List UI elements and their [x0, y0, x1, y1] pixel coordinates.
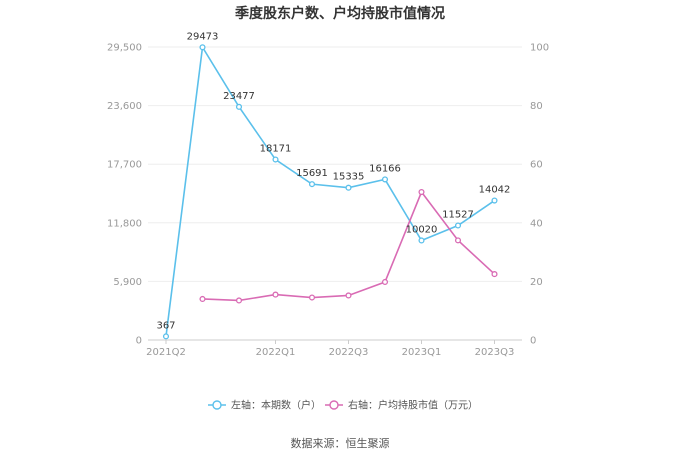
series-point-1[interactable] [272, 291, 279, 298]
series-point-0[interactable] [418, 237, 425, 244]
data-source: 数据来源：恒生聚源 [291, 436, 390, 450]
right-axis-ticks: 0 20 40 60 80 100 [530, 43, 549, 347]
right-tick-label: 40 [530, 218, 543, 229]
legend[interactable]: 左轴：本期数（户） 右轴：户均持股市值（万元） [208, 399, 478, 412]
series-point-1[interactable] [418, 188, 425, 196]
series-point-1[interactable] [308, 294, 316, 301]
series-line-0 [165, 44, 495, 337]
left-tick-label: 11,800 [107, 218, 142, 229]
data-label: 29473 [187, 31, 219, 42]
x-tick-label: 2021Q2 [146, 347, 186, 358]
left-tick-label: 17,700 [107, 160, 142, 171]
series-point-1[interactable] [345, 292, 352, 299]
series-point-0[interactable] [381, 176, 389, 183]
left-tick-label: 23,600 [107, 101, 142, 112]
data-label: 23477 [223, 91, 255, 102]
x-tick-label: 2022Q1 [256, 347, 296, 358]
right-tick-label: 100 [530, 43, 549, 54]
right-tick-label: 20 [530, 277, 543, 288]
series-point-0[interactable] [345, 184, 352, 191]
chart-title: 季度股东户数、户均持股市值情况 [234, 5, 445, 22]
series-point-1[interactable] [454, 237, 462, 244]
legend-item-0[interactable]: 左轴：本期数（户） [208, 399, 321, 412]
series-point-0[interactable] [199, 44, 206, 51]
left-tick-label: 0 [136, 336, 142, 347]
series-point-1[interactable] [491, 271, 498, 278]
data-label: 14042 [479, 185, 511, 196]
series-point-0[interactable] [272, 156, 279, 163]
series-point-0[interactable] [162, 333, 170, 340]
series-point-1[interactable] [235, 297, 243, 304]
data-label: 367 [156, 320, 175, 331]
legend-label: 右轴：户均持股市值（万元） [348, 399, 478, 412]
series-point-0[interactable] [235, 103, 243, 110]
series-point-0[interactable] [454, 222, 462, 229]
data-label: 11527 [442, 210, 474, 221]
x-tick-label: 2023Q1 [402, 347, 442, 358]
right-tick-label: 60 [530, 160, 543, 171]
left-axis-ticks: 0 5,900 11,800 17,700 23,600 29,500 [107, 43, 142, 347]
legend-marker [212, 400, 222, 410]
right-tick-label: 0 [530, 336, 536, 347]
data-labels: 367 29473 23477 18171 15691 15335 16166 10020 11… [156, 31, 510, 331]
legend-marker [329, 400, 339, 410]
data-label: 15335 [333, 172, 365, 183]
x-tick-label: 2023Q3 [475, 347, 515, 358]
data-label: 15691 [296, 168, 328, 179]
legend-label: 左轴：本期数（户） [231, 399, 321, 412]
legend-item-1[interactable]: 右轴：户均持股市值（万元） [325, 399, 478, 412]
series-layer [162, 44, 498, 340]
series-point-0[interactable] [308, 181, 316, 188]
data-label: 16166 [369, 163, 401, 174]
x-axis: 2021Q2 2022Q1 2022Q3 2023Q1 2023Q3 [146, 340, 514, 358]
data-label: 10020 [406, 224, 438, 235]
right-tick-label: 80 [530, 101, 543, 112]
series-point-1[interactable] [381, 278, 389, 286]
grid-lines [148, 46, 522, 341]
left-tick-label: 5,900 [113, 277, 142, 288]
series-line-1 [202, 190, 496, 302]
left-tick-label: 29,500 [107, 43, 142, 54]
data-label: 18171 [260, 144, 292, 155]
x-tick-label: 2022Q3 [329, 347, 369, 358]
series-point-1[interactable] [199, 295, 206, 303]
series-point-0[interactable] [491, 197, 498, 204]
